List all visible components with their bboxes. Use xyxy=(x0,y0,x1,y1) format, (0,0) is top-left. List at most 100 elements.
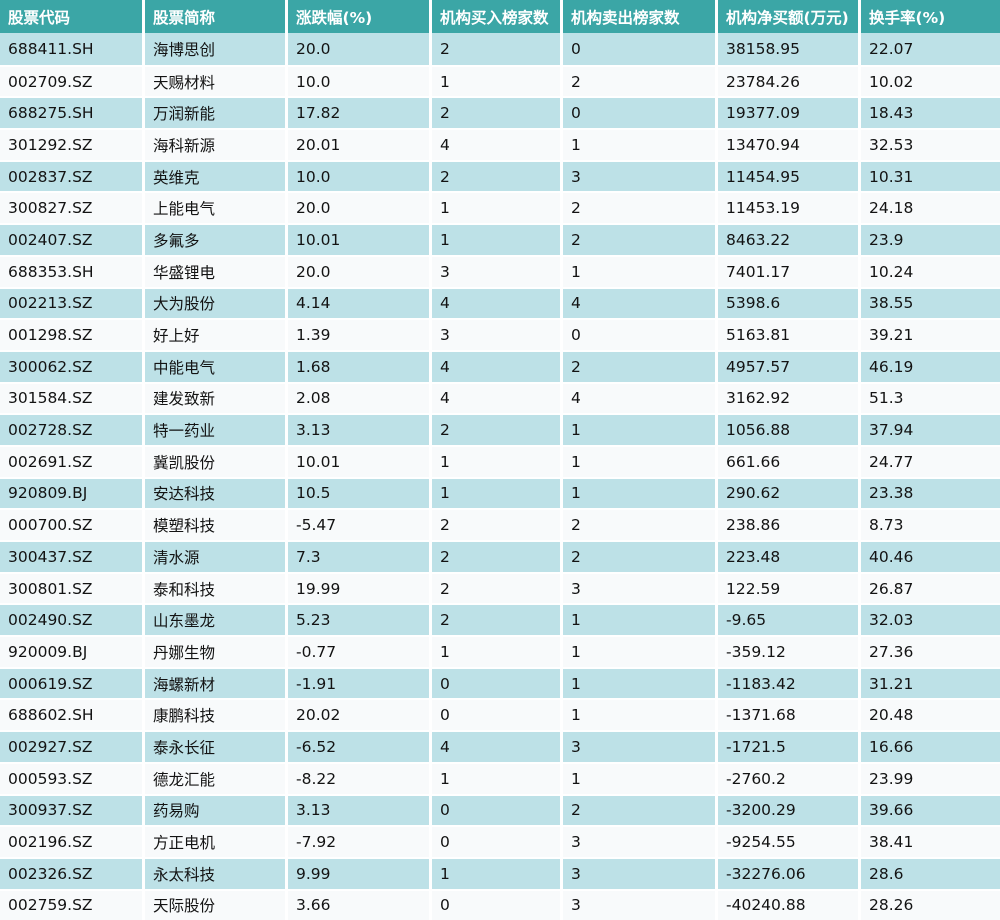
cell-inst-buy-count: 1 xyxy=(432,856,563,889)
cell-inst-net-buy-amount: 122.59 xyxy=(718,571,861,604)
cell-inst-net-buy-amount: 11454.95 xyxy=(718,159,861,192)
cell-stock-code: 002326.SZ xyxy=(0,856,145,889)
cell-stock-name: 海科新源 xyxy=(145,128,288,160)
cell-turnover-rate: 28.6 xyxy=(861,856,1000,889)
cell-inst-sell-count: 1 xyxy=(563,444,718,477)
cell-turnover-rate: 23.38 xyxy=(861,476,1000,509)
cell-inst-buy-count: 1 xyxy=(432,444,563,477)
cell-turnover-rate: 23.9 xyxy=(861,223,1000,255)
cell-change-pct: 9.99 xyxy=(288,856,432,889)
cell-turnover-rate: 46.19 xyxy=(861,349,1000,382)
cell-turnover-rate: 38.41 xyxy=(861,825,1000,857)
cell-stock-name: 康鹏科技 xyxy=(145,698,288,731)
cell-inst-net-buy-amount: -2760.2 xyxy=(718,761,861,794)
cell-turnover-rate: 10.31 xyxy=(861,159,1000,192)
table-row: 002728.SZ 特一药业 3.13 2 1 1056.88 37.94 xyxy=(0,413,1000,445)
cell-stock-code: 301292.SZ xyxy=(0,128,145,160)
cell-change-pct: 20.0 xyxy=(288,33,432,65)
cell-stock-code: 688602.SH xyxy=(0,698,145,731)
cell-inst-net-buy-amount: -359.12 xyxy=(718,635,861,667)
cell-inst-sell-count: 4 xyxy=(563,286,718,319)
cell-stock-code: 300437.SZ xyxy=(0,540,145,572)
cell-change-pct: 20.0 xyxy=(288,191,432,224)
cell-stock-name: 泰永长征 xyxy=(145,730,288,762)
col-header-stock-code: 股票代码 xyxy=(0,0,145,33)
table-row: 002837.SZ 英维克 10.0 2 3 11454.95 10.31 xyxy=(0,159,1000,192)
table-row: 002407.SZ 多氟多 10.01 1 2 8463.22 23.9 xyxy=(0,223,1000,255)
cell-stock-code: 002490.SZ xyxy=(0,603,145,636)
table-row: 000593.SZ 德龙汇能 -8.22 1 1 -2760.2 23.99 xyxy=(0,761,1000,794)
cell-change-pct: 1.68 xyxy=(288,349,432,382)
cell-inst-buy-count: 4 xyxy=(432,349,563,382)
cell-stock-code: 920009.BJ xyxy=(0,635,145,667)
cell-inst-buy-count: 2 xyxy=(432,540,563,572)
cell-stock-code: 300827.SZ xyxy=(0,191,145,224)
col-header-inst-net-buy-amount: 机构净买额(万元) xyxy=(718,0,861,33)
table-row: 000619.SZ 海螺新材 -1.91 0 1 -1183.42 31.21 xyxy=(0,666,1000,699)
cell-stock-name: 华盛锂电 xyxy=(145,254,288,287)
cell-inst-sell-count: 1 xyxy=(563,635,718,667)
table-row: 000700.SZ 模塑科技 -5.47 2 2 238.86 8.73 xyxy=(0,508,1000,540)
table-row: 002927.SZ 泰永长征 -6.52 4 3 -1721.5 16.66 xyxy=(0,730,1000,762)
cell-turnover-rate: 32.53 xyxy=(861,128,1000,160)
cell-inst-buy-count: 2 xyxy=(432,571,563,604)
cell-stock-code: 002691.SZ xyxy=(0,444,145,477)
table-row: 002759.SZ 天际股份 3.66 0 3 -40240.88 28.26 xyxy=(0,888,1000,920)
cell-inst-buy-count: 4 xyxy=(432,730,563,762)
header-row: 股票代码 股票简称 涨跌幅(%) 机构买入榜家数 机构卖出榜家数 机构净买额(万元) 换手率… xyxy=(0,0,1000,33)
cell-inst-sell-count: 2 xyxy=(563,508,718,540)
col-header-stock-name: 股票简称 xyxy=(145,0,288,33)
table-row: 002490.SZ 山东墨龙 5.23 2 1 -9.65 32.03 xyxy=(0,603,1000,636)
table-row: 301292.SZ 海科新源 20.01 4 1 13470.94 32.53 xyxy=(0,128,1000,160)
cell-stock-code: 002196.SZ xyxy=(0,825,145,857)
cell-stock-name: 模塑科技 xyxy=(145,508,288,540)
cell-stock-code: 002759.SZ xyxy=(0,888,145,920)
cell-inst-buy-count: 4 xyxy=(432,286,563,319)
cell-inst-sell-count: 2 xyxy=(563,793,718,826)
table-row: 688353.SH 华盛锂电 20.0 3 1 7401.17 10.24 xyxy=(0,254,1000,287)
cell-inst-buy-count: 4 xyxy=(432,128,563,160)
cell-inst-net-buy-amount: 238.86 xyxy=(718,508,861,540)
table-row: 300801.SZ 泰和科技 19.99 2 3 122.59 26.87 xyxy=(0,571,1000,604)
col-header-turnover-rate: 换手率(%) xyxy=(861,0,1000,33)
cell-change-pct: -5.47 xyxy=(288,508,432,540)
cell-inst-buy-count: 0 xyxy=(432,698,563,731)
cell-inst-net-buy-amount: 661.66 xyxy=(718,444,861,477)
cell-inst-sell-count: 2 xyxy=(563,540,718,572)
cell-stock-code: 000700.SZ xyxy=(0,508,145,540)
cell-stock-code: 001298.SZ xyxy=(0,318,145,350)
cell-change-pct: 20.01 xyxy=(288,128,432,160)
cell-inst-buy-count: 3 xyxy=(432,254,563,287)
cell-change-pct: -6.52 xyxy=(288,730,432,762)
table-body: 688411.SH 海博思创 20.0 2 0 38158.95 22.07 002709.S… xyxy=(0,33,1000,920)
cell-inst-net-buy-amount: 3162.92 xyxy=(718,381,861,414)
cell-inst-net-buy-amount: -40240.88 xyxy=(718,888,861,920)
cell-inst-sell-count: 1 xyxy=(563,698,718,731)
cell-inst-sell-count: 1 xyxy=(563,413,718,445)
cell-inst-sell-count: 1 xyxy=(563,128,718,160)
cell-inst-buy-count: 2 xyxy=(432,33,563,65)
cell-inst-buy-count: 1 xyxy=(432,223,563,255)
cell-stock-code: 301584.SZ xyxy=(0,381,145,414)
cell-inst-net-buy-amount: 7401.17 xyxy=(718,254,861,287)
cell-inst-sell-count: 3 xyxy=(563,825,718,857)
cell-inst-net-buy-amount: 4957.57 xyxy=(718,349,861,382)
cell-turnover-rate: 22.07 xyxy=(861,33,1000,65)
cell-inst-buy-count: 0 xyxy=(432,888,563,920)
table-row: 688411.SH 海博思创 20.0 2 0 38158.95 22.07 xyxy=(0,33,1000,65)
cell-stock-code: 688275.SH xyxy=(0,96,145,129)
cell-inst-sell-count: 2 xyxy=(563,223,718,255)
cell-change-pct: 20.0 xyxy=(288,254,432,287)
cell-stock-code: 002927.SZ xyxy=(0,730,145,762)
cell-stock-name: 海螺新材 xyxy=(145,666,288,699)
cell-change-pct: 19.99 xyxy=(288,571,432,604)
cell-inst-sell-count: 0 xyxy=(563,33,718,65)
table-row: 002196.SZ 方正电机 -7.92 0 3 -9254.55 38.41 xyxy=(0,825,1000,857)
cell-change-pct: 3.13 xyxy=(288,793,432,826)
cell-stock-code: 688353.SH xyxy=(0,254,145,287)
cell-stock-name: 多氟多 xyxy=(145,223,288,255)
cell-inst-sell-count: 0 xyxy=(563,318,718,350)
cell-inst-sell-count: 1 xyxy=(563,254,718,287)
cell-stock-code: 002407.SZ xyxy=(0,223,145,255)
